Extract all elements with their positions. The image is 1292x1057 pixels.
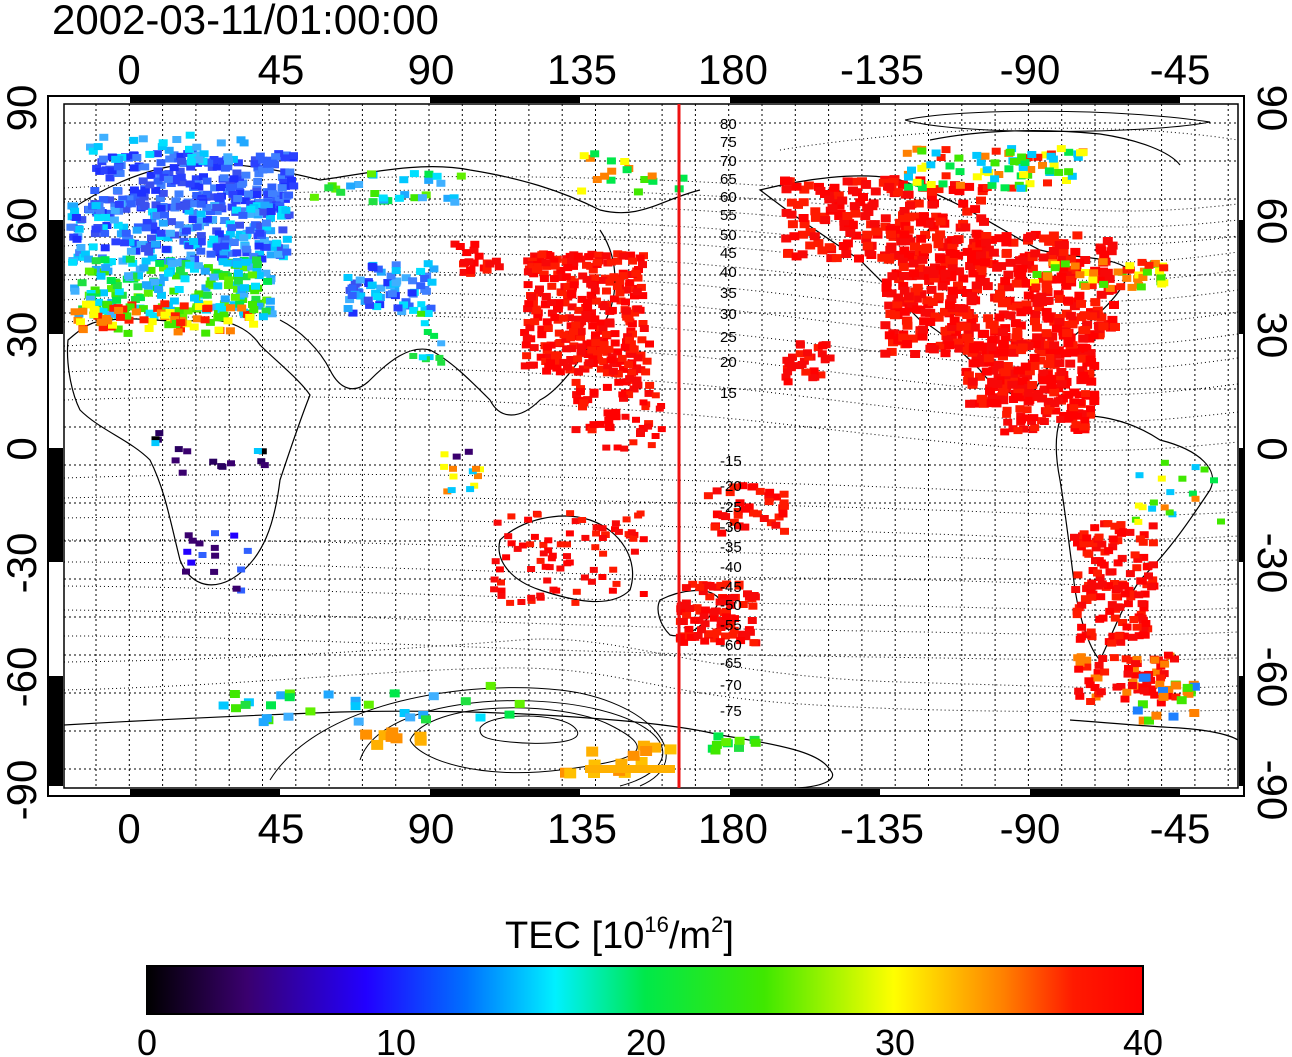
colorbar-tick: 0 bbox=[137, 1022, 157, 1057]
contour-label-south: -45 bbox=[720, 579, 742, 596]
contour-label-north: 55 bbox=[720, 207, 737, 224]
contour-label-south: -15 bbox=[720, 453, 742, 470]
lon-tick-top: -135 bbox=[840, 46, 924, 93]
contour-label-north: 60 bbox=[720, 189, 737, 206]
colorbar-gradient bbox=[146, 965, 1144, 1015]
lat-tick-right: -90 bbox=[1249, 760, 1292, 821]
lat-tick-left: -60 bbox=[0, 647, 45, 708]
lat-tick-right: 90 bbox=[1249, 85, 1292, 132]
lon-tick-top: 135 bbox=[547, 46, 617, 93]
colorbar-tick: 40 bbox=[1123, 1022, 1163, 1057]
lon-tick-top: -90 bbox=[1000, 46, 1061, 93]
colorbar-title: TEC [1016/m2] bbox=[505, 912, 734, 957]
lon-tick-bottom: -90 bbox=[1000, 805, 1061, 852]
lat-tick-right: 0 bbox=[1249, 437, 1292, 460]
contour-label-south: -20 bbox=[720, 478, 742, 495]
map-frame bbox=[47, 95, 1245, 797]
lat-tick-left: 0 bbox=[0, 437, 45, 460]
lat-tick-left: 90 bbox=[0, 85, 45, 132]
lon-tick-top: 180 bbox=[698, 46, 768, 93]
contour-label-south: -50 bbox=[720, 597, 742, 614]
lon-tick-bottom: 180 bbox=[698, 805, 768, 852]
lat-tick-right: 60 bbox=[1249, 198, 1292, 245]
lon-tick-bottom: 45 bbox=[258, 805, 305, 852]
contour-label-north: 20 bbox=[720, 354, 737, 371]
contour-label-north: 35 bbox=[720, 285, 737, 302]
lon-tick-bottom: -135 bbox=[840, 805, 924, 852]
lon-tick-bottom: -45 bbox=[1150, 805, 1211, 852]
contour-label-north: 25 bbox=[720, 329, 737, 346]
lat-tick-right: 30 bbox=[1249, 312, 1292, 359]
contour-label-south: -25 bbox=[720, 499, 742, 516]
lon-tick-top: 90 bbox=[408, 46, 455, 93]
colorbar-tick: 20 bbox=[626, 1022, 666, 1057]
contour-label-north: 75 bbox=[720, 134, 737, 151]
geomagnetic-contours bbox=[64, 110, 1238, 787]
lon-tick-top: -45 bbox=[1150, 46, 1211, 93]
axis-tick-labels: 0 45 90 135 180 -135 -90 -450 45 90 135 180 -135 -90-… bbox=[0, 46, 1292, 852]
contour-label-north: 80 bbox=[720, 116, 737, 133]
contour-label-south: -60 bbox=[720, 637, 742, 654]
contour-label-north: 40 bbox=[720, 264, 737, 281]
colorbar: TEC [1016/m2] 0 10 20 30 40 bbox=[137, 912, 1163, 1057]
lon-tick-bottom: 135 bbox=[547, 805, 617, 852]
contour-label-north: 45 bbox=[720, 245, 737, 262]
contour-label-south: -35 bbox=[720, 539, 742, 556]
contour-label-south: -55 bbox=[720, 617, 742, 634]
lat-tick-left: -90 bbox=[0, 760, 45, 821]
lat-tick-left: -30 bbox=[0, 533, 45, 594]
lon-tick-bottom: 90 bbox=[408, 805, 455, 852]
lon-tick-top: 45 bbox=[258, 46, 305, 93]
contour-label-south: -40 bbox=[720, 559, 742, 576]
tec-data-patches bbox=[66, 131, 1225, 779]
lat-tick-left: 60 bbox=[0, 198, 45, 245]
lat-tick-right: -60 bbox=[1249, 647, 1292, 708]
lat-tick-right: -30 bbox=[1249, 533, 1292, 594]
contour-label-south: -70 bbox=[720, 677, 742, 694]
contour-label-north: 30 bbox=[720, 306, 737, 323]
contour-label-north: 50 bbox=[720, 227, 737, 244]
timestamp-title: 2002-03-11/01:00:00 bbox=[52, 0, 439, 43]
contour-label-north: 70 bbox=[720, 153, 737, 170]
colorbar-tick: 30 bbox=[875, 1022, 915, 1057]
contour-label-north: 15 bbox=[720, 385, 737, 402]
lon-tick-top: 0 bbox=[117, 46, 140, 93]
colorbar-tick: 10 bbox=[376, 1022, 416, 1057]
contour-label-south: -65 bbox=[720, 655, 742, 672]
contour-label-south: -30 bbox=[720, 519, 742, 536]
lat-tick-left: 30 bbox=[0, 312, 45, 359]
contour-label-south: -75 bbox=[720, 703, 742, 720]
contour-label-north: 65 bbox=[720, 171, 737, 188]
lon-tick-bottom: 0 bbox=[117, 805, 140, 852]
